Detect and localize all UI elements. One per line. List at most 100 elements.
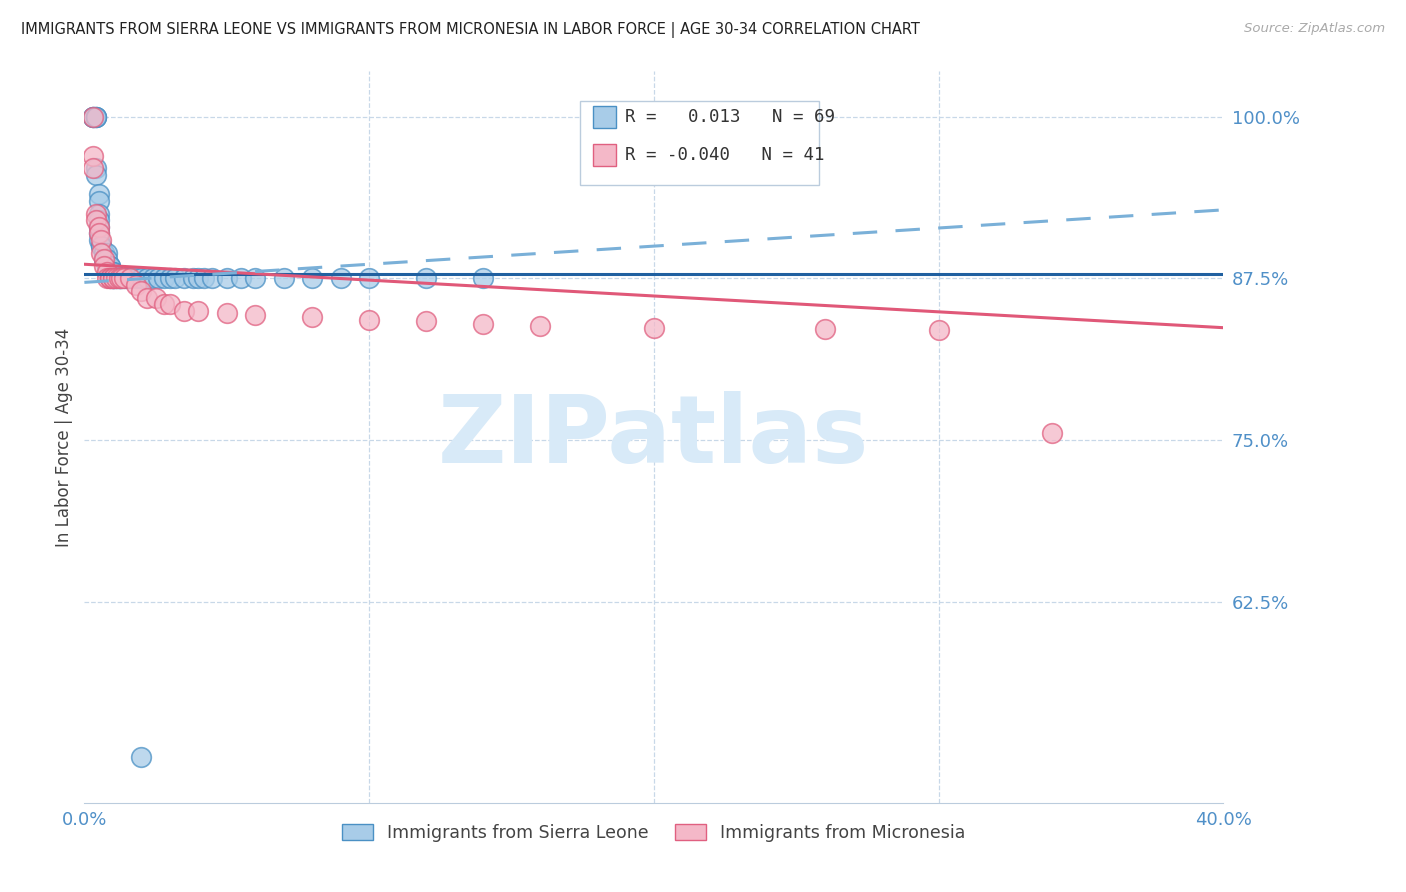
Point: [96, 245, 118, 260]
Point: [87, 233, 110, 247]
FancyBboxPatch shape: [579, 101, 818, 185]
Point: [90, 239, 112, 253]
Point: [118, 271, 141, 285]
Point: [472, 317, 495, 331]
Point: [87, 226, 110, 240]
Point: [107, 271, 129, 285]
Point: [112, 271, 135, 285]
Point: [115, 271, 138, 285]
Point: [415, 314, 437, 328]
Point: [187, 271, 209, 285]
Point: [142, 271, 165, 285]
Point: [1042, 425, 1064, 440]
Point: [215, 306, 238, 320]
Point: [90, 245, 112, 260]
Point: [124, 277, 146, 292]
Text: IMMIGRANTS FROM SIERRA LEONE VS IMMIGRANTS FROM MICRONESIA IN LABOR FORCE | AGE : IMMIGRANTS FROM SIERRA LEONE VS IMMIGRAN…: [21, 22, 920, 38]
Point: [93, 245, 115, 260]
Point: [181, 271, 204, 285]
Point: [112, 271, 135, 285]
Point: [96, 252, 118, 266]
Text: ZIPatlas: ZIPatlas: [439, 391, 869, 483]
Point: [145, 291, 167, 305]
Point: [98, 259, 121, 273]
Point: [96, 259, 118, 273]
Point: [359, 313, 381, 327]
Point: [101, 271, 124, 285]
Point: [93, 259, 115, 273]
Point: [84, 168, 107, 182]
Point: [82, 110, 104, 124]
Point: [87, 226, 110, 240]
Point: [153, 297, 176, 311]
Point: [101, 271, 124, 285]
Point: [173, 271, 195, 285]
Point: [173, 303, 195, 318]
Point: [87, 219, 110, 234]
Point: [229, 271, 252, 285]
Point: [110, 271, 132, 285]
Point: [193, 271, 215, 285]
Point: [201, 271, 224, 285]
Point: [84, 110, 107, 124]
Text: Source: ZipAtlas.com: Source: ZipAtlas.com: [1244, 22, 1385, 36]
Point: [159, 297, 181, 311]
Point: [93, 252, 115, 266]
Point: [98, 271, 121, 285]
Point: [101, 271, 124, 285]
Point: [87, 194, 110, 208]
Point: [131, 285, 153, 299]
Point: [84, 213, 107, 227]
Point: [104, 271, 127, 285]
Point: [814, 322, 837, 336]
Point: [273, 271, 295, 285]
Point: [110, 271, 132, 285]
Point: [90, 239, 112, 253]
Legend: Immigrants from Sierra Leone, Immigrants from Micronesia: Immigrants from Sierra Leone, Immigrants…: [335, 817, 973, 849]
Point: [187, 303, 209, 318]
Point: [82, 110, 104, 124]
Point: [529, 319, 551, 334]
Point: [101, 265, 124, 279]
Point: [84, 110, 107, 124]
Point: [124, 271, 146, 285]
Point: [101, 271, 124, 285]
Point: [215, 271, 238, 285]
Point: [101, 265, 124, 279]
Point: [98, 265, 121, 279]
Point: [87, 219, 110, 234]
Point: [131, 271, 153, 285]
Point: [87, 207, 110, 221]
Point: [928, 323, 950, 337]
Point: [87, 213, 110, 227]
Point: [148, 271, 170, 285]
Bar: [593, 145, 616, 166]
Point: [245, 271, 267, 285]
Point: [131, 750, 153, 764]
Text: R =   0.013   N = 69: R = 0.013 N = 69: [626, 108, 835, 126]
Point: [136, 291, 159, 305]
Point: [98, 259, 121, 273]
Point: [82, 161, 104, 176]
Point: [98, 265, 121, 279]
Point: [93, 245, 115, 260]
Point: [82, 110, 104, 124]
Point: [98, 271, 121, 285]
Point: [84, 161, 107, 176]
Point: [82, 148, 104, 162]
Point: [104, 271, 127, 285]
Point: [159, 271, 181, 285]
Point: [165, 271, 187, 285]
Point: [96, 271, 118, 285]
Text: R = -0.040   N = 41: R = -0.040 N = 41: [626, 146, 825, 164]
Point: [87, 187, 110, 202]
Point: [90, 233, 112, 247]
Point: [84, 110, 107, 124]
Point: [118, 271, 141, 285]
Point: [359, 271, 381, 285]
Point: [301, 310, 323, 325]
Point: [104, 271, 127, 285]
Point: [98, 265, 121, 279]
Point: [101, 271, 124, 285]
Point: [107, 271, 129, 285]
